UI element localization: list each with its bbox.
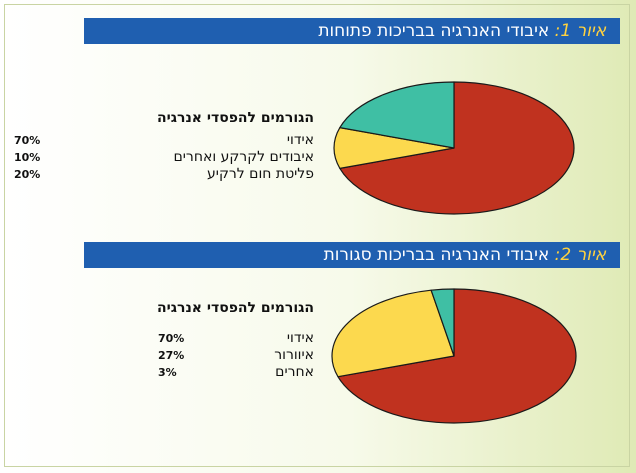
legend-label: אידוי	[286, 330, 314, 346]
pie-slice-ground-and-other	[333, 127, 455, 169]
pie-slice-evaporation	[337, 288, 577, 424]
pie-slice-evaporation	[339, 81, 575, 215]
figure-2-legend-row-other: אחרים 3%	[14, 364, 314, 381]
figure-2-legend-row-evaporation: אידוי 70%	[14, 330, 314, 347]
pie-slice-sky-radiation	[339, 81, 455, 149]
legend-value: 70%	[14, 134, 41, 147]
legend-label: איוורור	[274, 347, 314, 363]
legend-value: 70%	[158, 332, 185, 345]
figure-1-legend-row-sky-radiation: פליטת חום לרקיע 20%	[14, 166, 314, 183]
pie-slice-ventilation	[331, 289, 455, 378]
figure-2-label: איור 2:	[554, 245, 606, 265]
figure-2-legend-row-ventilation: איוורור 27%	[14, 347, 314, 364]
figure-2-title-bar: איור 2: איבודי האנרגיה בבריכות סגורות	[84, 242, 620, 268]
figure-1-legend-row-ground: איבודים לקרקע ואחרים 10%	[14, 149, 314, 166]
legend-value: 10%	[14, 151, 41, 164]
figure-2-pie-chart	[331, 288, 577, 424]
legend-value: 3%	[158, 366, 177, 379]
figure-1-legend: הגורמים להפסדי אנרגיה אידוי 70% איבודים …	[14, 110, 314, 183]
pie-slice-other	[430, 288, 455, 357]
figure-2-legend: הגורמים להפסדי אנרגיה אידוי 70% איוורור …	[14, 300, 314, 381]
figure-1-pie-chart	[333, 81, 575, 215]
legend-value: 20%	[14, 168, 41, 181]
figure-1-legend-title: הגורמים להפסדי אנרגיה	[157, 110, 314, 126]
figure-2-legend-title: הגורמים להפסדי אנרגיה	[157, 300, 314, 316]
figure-1-title-bar: איור 1: איבודי האנרגיה בבריכות פתוחות	[84, 18, 620, 44]
legend-value: 27%	[158, 349, 185, 362]
figure-2-title: איבודי האנרגיה בבריכות סגורות	[323, 245, 550, 265]
legend-label: אידוי	[286, 132, 314, 148]
legend-label: אחרים	[275, 364, 314, 380]
figure-1-legend-row-evaporation: אידוי 70%	[14, 132, 314, 149]
legend-label: פליטת חום לרקיע	[207, 166, 314, 182]
legend-label: איבודים לקרקע ואחרים	[173, 149, 315, 165]
figure-frame	[4, 4, 630, 467]
figure-1-label: איור 1:	[554, 21, 606, 41]
figure-1-title: איבודי האנרגיה בבריכות פתוחות	[318, 21, 550, 41]
